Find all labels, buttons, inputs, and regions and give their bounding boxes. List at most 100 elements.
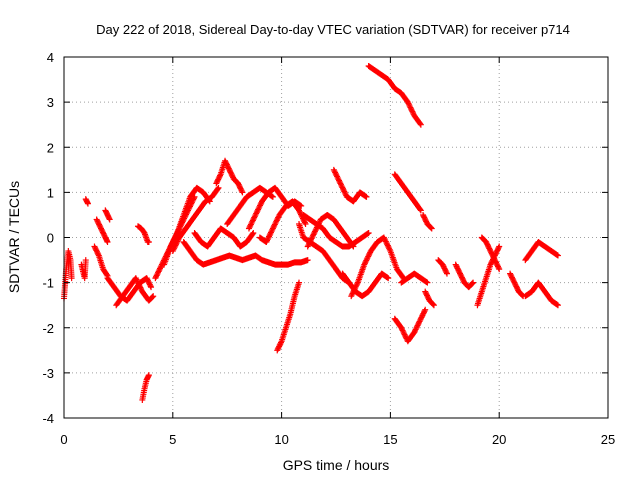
data-point: [335, 176, 342, 183]
data-point: [306, 240, 313, 247]
data-point: [495, 244, 502, 251]
data-point: [257, 201, 264, 208]
data-point: [413, 325, 420, 332]
data-point: [399, 327, 406, 334]
y-tick-labels: -4 -3 -2 -1 0 1 2 3 4: [42, 50, 54, 426]
data-point: [252, 211, 259, 218]
data-point: [310, 231, 317, 238]
data-point: [422, 306, 429, 313]
data-point: [350, 243, 357, 250]
data-point: [172, 242, 179, 249]
data-point: [246, 224, 253, 231]
data-point: [417, 120, 424, 127]
data-point: [297, 210, 304, 217]
data-point: [302, 220, 309, 227]
data-point: [332, 170, 339, 177]
data-point: [350, 289, 357, 296]
y-tick-label: 1: [47, 185, 54, 200]
data-point: [340, 187, 347, 194]
data-point: [239, 189, 246, 196]
data-point: [248, 220, 255, 227]
data-point: [147, 282, 154, 289]
data-point: [382, 238, 389, 245]
data-point: [217, 172, 224, 179]
data-point: [251, 213, 258, 220]
data-point: [247, 221, 254, 228]
data-point: [348, 291, 355, 298]
data-point: [336, 177, 343, 184]
data-point: [175, 237, 182, 244]
data-point: [382, 237, 389, 244]
data-point: [417, 317, 424, 324]
data-point: [351, 286, 358, 293]
data-point: [364, 254, 371, 261]
data-point: [103, 271, 110, 278]
data-point: [341, 189, 348, 196]
data-point: [415, 319, 422, 326]
data-point: [406, 101, 413, 108]
data-point: [249, 218, 256, 225]
data-point: [158, 262, 165, 269]
data-point: [384, 242, 391, 249]
data-point: [301, 218, 308, 225]
data-point: [296, 279, 303, 286]
x-tick-label: 15: [383, 432, 397, 447]
data-point: [339, 184, 346, 191]
data-point: [136, 283, 143, 290]
y-tick-label: 0: [47, 231, 54, 246]
y-tick-label: -3: [42, 366, 54, 381]
data-point: [413, 323, 420, 330]
data-point: [134, 277, 141, 284]
y-tick-label: 3: [47, 95, 54, 110]
data-point: [428, 225, 435, 232]
data-point: [215, 184, 222, 191]
data-point: [363, 257, 370, 264]
data-point: [337, 180, 344, 187]
data-point: [421, 307, 428, 314]
data-point: [410, 109, 417, 116]
data-point: [386, 245, 393, 252]
data-point: [311, 229, 318, 236]
data-point: [365, 229, 372, 236]
grid-lines: [64, 57, 608, 418]
data-point: [132, 275, 139, 282]
data-point: [443, 270, 450, 277]
data-point: [173, 241, 180, 248]
data-point: [352, 283, 359, 290]
x-axis-label: GPS time / hours: [283, 457, 390, 473]
data-point: [401, 331, 408, 338]
data-point: [316, 219, 323, 226]
data-point: [269, 225, 276, 232]
data-point: [332, 169, 339, 176]
data-point: [135, 280, 142, 287]
data-point: [470, 279, 477, 286]
data-point: [400, 328, 407, 335]
chart-title: Day 222 of 2018, Sidereal Day-to-day VTE…: [96, 22, 570, 37]
data-point: [365, 253, 372, 260]
data-point: [353, 282, 360, 289]
data-point: [334, 174, 341, 181]
data-point: [414, 322, 421, 329]
data-point: [82, 257, 89, 264]
data-point: [331, 168, 338, 175]
data-point: [249, 230, 256, 237]
data-point: [253, 209, 260, 216]
data-point: [330, 166, 337, 173]
data-point: [349, 242, 356, 249]
data-point: [314, 223, 321, 230]
data-point: [365, 252, 372, 259]
data-point: [171, 245, 178, 252]
axis-ticks: [63, 56, 609, 419]
data-point: [296, 207, 303, 214]
data-point: [417, 121, 424, 128]
data-point: [385, 275, 392, 282]
data-point: [312, 227, 319, 234]
data-point: [313, 225, 320, 232]
data-point: [383, 239, 390, 246]
data-point: [305, 242, 312, 249]
data-point: [315, 220, 322, 227]
x-tick-label: 10: [274, 432, 288, 447]
y-tick-label: 2: [47, 140, 54, 155]
data-point: [408, 105, 415, 112]
data-point: [409, 108, 416, 115]
